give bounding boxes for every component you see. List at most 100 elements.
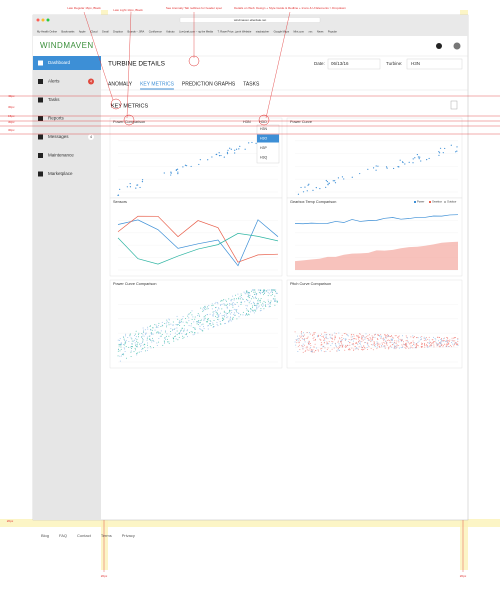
decorative-point	[439, 342, 441, 344]
bookmark[interactable]: Bookmarks	[61, 30, 75, 34]
series-selector[interactable]: H3N	[243, 120, 251, 124]
decorative-point	[376, 341, 378, 343]
decorative-point	[446, 341, 448, 343]
close-button[interactable]	[36, 18, 40, 22]
tab[interactable]: KEY METRICS	[140, 81, 174, 87]
avatar[interactable]	[453, 42, 461, 50]
nav-item[interactable]: Dashboard	[48, 60, 71, 65]
decorative-point	[352, 342, 354, 344]
decorative-point	[438, 151, 440, 153]
dropdown-option[interactable]: H3O	[260, 136, 267, 140]
nav-item[interactable]: Messages	[48, 134, 69, 139]
nav-item[interactable]: Alerts	[48, 79, 60, 84]
decorative-point	[183, 331, 185, 333]
decorative-point	[323, 351, 325, 353]
decorative-point	[348, 348, 350, 350]
bookmark[interactable]: My Health Online	[37, 30, 57, 34]
dropdown-option[interactable]: H3P	[260, 146, 267, 150]
decorative-point	[371, 338, 373, 340]
decorative-point	[426, 343, 428, 345]
decorative-point	[168, 342, 170, 344]
bookmark[interactable]: stackatcher	[256, 30, 269, 34]
decorative-point	[259, 301, 261, 303]
decorative-point	[239, 145, 241, 147]
decorative-point	[211, 303, 213, 305]
footer-link[interactable]: Blog	[41, 533, 49, 538]
bookmark[interactable]: Mint.com	[294, 30, 305, 34]
nav-item[interactable]: Marketplace	[48, 171, 73, 176]
turbine-select[interactable]	[406, 58, 463, 70]
decorative-point	[272, 289, 274, 291]
bookmark[interactable]: iCloud	[90, 30, 98, 34]
decorative-point	[204, 308, 206, 310]
bookmark[interactable]: News	[317, 30, 324, 34]
decorative-point	[362, 339, 364, 341]
bookmark[interactable]: Popular	[328, 30, 337, 34]
decorative-point	[164, 322, 166, 324]
decorative-point	[209, 313, 211, 315]
decorative-point	[350, 336, 352, 338]
guide-band	[0, 519, 500, 527]
footer-link[interactable]: Privacy	[122, 533, 135, 538]
decorative-point	[269, 302, 271, 304]
footer-link[interactable]: Terms	[101, 533, 112, 538]
nav-item[interactable]: Tasks	[48, 97, 60, 102]
decorative-point	[341, 339, 343, 341]
decorative-point	[406, 346, 408, 348]
zoom-button[interactable]	[46, 18, 50, 22]
decorative-point	[165, 335, 167, 337]
decorative-point	[166, 341, 168, 343]
tab[interactable]: PREDICTION GRAPHS	[182, 81, 236, 87]
decorative-point	[372, 167, 375, 169]
decorative-point	[419, 156, 421, 158]
nav-item[interactable]: Maintenance	[48, 153, 74, 158]
bookmark[interactable]: Dropbox	[113, 30, 124, 34]
bookmark[interactable]: Gmail	[102, 30, 109, 34]
decorative-point	[213, 311, 215, 313]
date-input[interactable]	[327, 58, 381, 70]
decorative-point	[365, 333, 367, 335]
decorative-point	[194, 328, 196, 330]
decorative-point	[267, 291, 269, 293]
decorative-point	[306, 347, 308, 349]
bookmark[interactable]: Apple	[79, 30, 86, 34]
decorative-point	[300, 333, 302, 335]
bell-icon[interactable]	[436, 43, 442, 49]
tab[interactable]: TASKS	[243, 81, 260, 87]
bookmark[interactable]: LiveLeak.com – ng the Media	[179, 30, 213, 34]
footer-link[interactable]: FAQ	[59, 533, 67, 538]
dropdown-option[interactable]: H3Q	[260, 155, 267, 159]
decorative-point	[205, 307, 207, 309]
decorative-point	[340, 345, 342, 347]
decorative-point	[295, 344, 297, 346]
address-bar[interactable]	[179, 17, 321, 23]
decorative-point	[351, 176, 353, 178]
decorative-point	[373, 345, 375, 347]
bookmark[interactable]: Kabuto	[166, 30, 175, 34]
decorative-point	[154, 329, 156, 331]
decorative-point	[182, 337, 184, 339]
bookmark[interactable]: Boards – JIRA	[127, 30, 144, 34]
minimize-button[interactable]	[41, 18, 45, 22]
series-selector[interactable]: H3O	[259, 120, 267, 124]
dropdown-option[interactable]: H3N	[260, 127, 267, 131]
collapse-button[interactable]	[450, 100, 458, 110]
nav-item[interactable]: Reports	[48, 116, 65, 121]
decorative-point	[388, 334, 390, 336]
decorative-point	[454, 340, 456, 342]
decorative-point	[223, 319, 225, 321]
decorative-point	[129, 183, 131, 185]
decorative-point	[448, 340, 450, 342]
decorative-point	[347, 341, 349, 343]
decorative-point	[398, 339, 400, 341]
decorative-point	[224, 316, 226, 318]
tab[interactable]: ANOMALY	[108, 81, 133, 87]
bookmark[interactable]: Confluence	[149, 30, 163, 34]
decorative-point	[226, 300, 228, 302]
decorative-point	[405, 343, 407, 345]
bookmark[interactable]: Google Maps	[274, 30, 290, 34]
decorative-point	[358, 338, 360, 340]
bookmark[interactable]: xxx	[309, 31, 314, 34]
bookmark[interactable]: T. Rowe Price...jpmh Website	[217, 30, 251, 34]
footer-link[interactable]: Contact	[77, 533, 92, 538]
